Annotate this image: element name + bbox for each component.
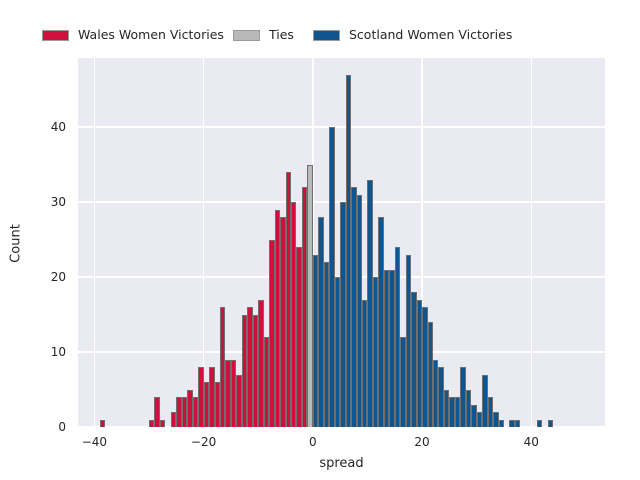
histogram-bar: [465, 389, 472, 427]
histogram-bar: [209, 367, 215, 427]
x-tick-label: 40: [523, 435, 539, 449]
histogram-bar: [301, 187, 308, 427]
histogram-bar: [296, 247, 302, 427]
y-tick-label: 30: [50, 195, 66, 209]
histogram-bar: [176, 397, 182, 427]
blue-square-swatch: [313, 29, 340, 41]
y-axis-label: Count: [8, 224, 24, 263]
histogram-bar: [323, 262, 330, 427]
legend-label: Ties: [269, 27, 294, 42]
y-gridline: [78, 126, 605, 128]
histogram-bar: [389, 269, 395, 427]
histogram-bar: [514, 419, 521, 427]
legend-label: Scotland Women Victories: [349, 27, 513, 42]
y-tick-label: 10: [50, 345, 66, 359]
histogram-bar: [482, 374, 488, 427]
histogram-bar: [411, 292, 417, 427]
x-tick-label: 0: [309, 435, 317, 449]
histogram-bar: [427, 322, 433, 427]
histogram-bar: [378, 217, 384, 427]
y-tick-label: 20: [50, 270, 66, 284]
x-tick-label: −40: [81, 435, 108, 449]
x-tick-label: 20: [414, 435, 430, 449]
x-gridline: [312, 58, 314, 427]
histogram-bar: [170, 412, 177, 427]
x-gridline: [421, 58, 423, 427]
legend-label: Wales Women Victories: [78, 27, 224, 42]
histogram-bar: [154, 397, 160, 427]
histogram-bar: [509, 419, 515, 427]
histogram-bar: [400, 337, 406, 427]
histogram-bar: [536, 419, 543, 427]
histogram-bar: [290, 202, 297, 427]
histogram-bar: [192, 397, 199, 427]
histogram-bar: [493, 412, 499, 427]
x-tick-label: −20: [190, 435, 217, 449]
histogram-bar: [236, 374, 242, 427]
y-tick-label: 40: [50, 120, 66, 134]
histogram-bar: [214, 382, 220, 427]
histogram-bar: [203, 382, 210, 427]
x-gridline: [530, 58, 533, 427]
histogram-bar: [159, 419, 166, 427]
y-tick-label: 0: [58, 420, 66, 434]
histogram-bar: [198, 367, 204, 427]
plot-area: [78, 58, 605, 427]
histogram-bar: [345, 74, 352, 427]
histogram-bar: [340, 202, 346, 427]
histogram-bar: [351, 187, 357, 427]
gray-square-swatch: [233, 29, 260, 41]
histogram-bar: [394, 247, 401, 427]
x-gridline: [202, 58, 205, 427]
red-square-swatch: [42, 29, 69, 41]
histogram-bar: [148, 419, 155, 427]
x-gridline: [93, 58, 96, 427]
histogram-bar: [99, 419, 106, 427]
histogram-bar: [230, 359, 237, 427]
histogram-bar: [318, 217, 324, 427]
histogram-bar: [252, 314, 259, 427]
histogram-bar: [471, 404, 477, 427]
histogram-bar: [219, 307, 226, 427]
histogram-bar: [334, 277, 341, 427]
histogram-bar: [443, 389, 450, 427]
legend-item: Wales Women Victories: [42, 28, 224, 42]
histogram-bar: [307, 164, 313, 427]
histogram-bar: [432, 359, 439, 427]
histogram-bar: [454, 397, 461, 427]
histogram-bar: [241, 314, 248, 427]
histogram-bar: [438, 367, 444, 427]
histogram-bar: [498, 419, 504, 427]
histogram-bar: [329, 127, 335, 427]
histogram-bar: [263, 337, 270, 427]
histogram-bar: [269, 239, 275, 427]
histogram-bar: [460, 367, 466, 427]
histogram-bar: [487, 397, 494, 427]
histogram-bar: [285, 172, 291, 427]
histogram-bar: [247, 307, 253, 427]
histogram-bar: [187, 389, 193, 427]
histogram-bar: [547, 419, 554, 427]
histogram-bar: [416, 299, 423, 427]
histogram-bar: [225, 359, 231, 427]
histogram-bar: [383, 269, 390, 427]
histogram-bar: [476, 412, 483, 427]
histogram-bar: [449, 397, 455, 427]
legend-item: Scotland Women Victories: [313, 28, 512, 42]
histogram-bar: [356, 194, 362, 427]
legend-item: Ties: [233, 28, 294, 42]
histogram-bar: [280, 217, 286, 427]
x-axis-label: spread: [319, 456, 364, 471]
histogram-bar: [181, 397, 188, 427]
histogram-bar: [367, 179, 373, 427]
histogram-bar: [312, 254, 319, 427]
histogram-bar: [274, 209, 281, 427]
histogram-bar: [405, 254, 412, 427]
histogram-bar: [361, 299, 368, 427]
histogram-bar: [372, 277, 379, 427]
histogram-bar: [422, 307, 428, 427]
histogram-bar: [258, 299, 264, 427]
